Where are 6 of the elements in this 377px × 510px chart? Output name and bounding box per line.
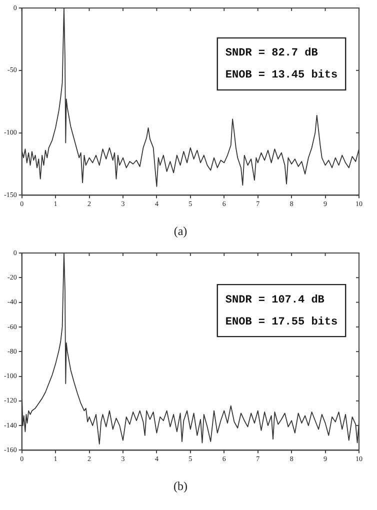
- annotation: ENOB = 17.55 bits: [225, 316, 338, 328]
- text: (b): [174, 478, 188, 493]
- annotation: ENOB = 13.45 bits: [225, 70, 338, 82]
- text: (a): [174, 224, 188, 238]
- annotation: SNDR = 107.4 dB: [225, 294, 325, 306]
- annotation: SNDR = 82.7 dB: [225, 48, 318, 60]
